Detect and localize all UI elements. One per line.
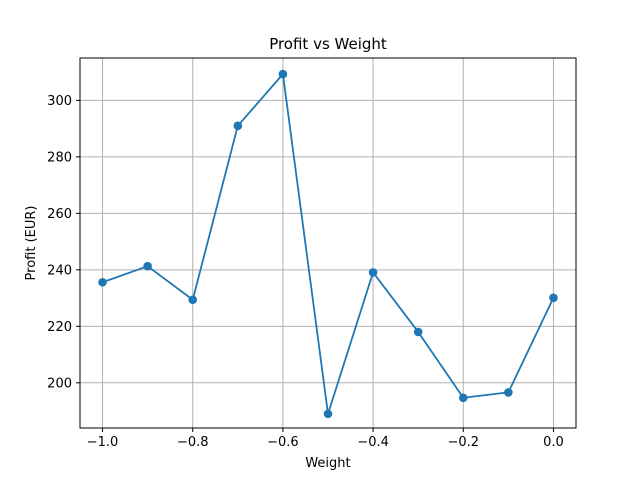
data-point [278, 69, 288, 79]
x-tick-label: −0.6 [267, 435, 299, 450]
data-point [188, 295, 198, 305]
y-tick-label: 280 [47, 150, 72, 165]
grid [80, 58, 576, 428]
x-tick-label: −0.8 [177, 435, 209, 450]
y-tick-label: 200 [47, 376, 72, 391]
x-tick-label: −0.2 [447, 435, 479, 450]
y-tick-label: 240 [47, 263, 72, 278]
series-layer [98, 69, 558, 419]
data-point [233, 121, 243, 131]
y-tick-label: 220 [47, 320, 72, 335]
y-tick-label: 260 [47, 207, 72, 222]
data-point [98, 277, 107, 287]
y-ticks: 200 220 240 260 280 300 [47, 94, 80, 391]
data-point [143, 261, 152, 271]
x-tick-label: 0.0 [543, 435, 564, 450]
chart-title: Profit vs Weight [269, 35, 387, 53]
data-point [458, 393, 468, 403]
x-tick-label: −0.4 [357, 435, 389, 450]
data-point [323, 409, 333, 419]
plot-frame [79, 57, 577, 429]
y-axis-title: Profit (EUR) [24, 206, 39, 281]
x-axis-title: Weight [305, 456, 350, 471]
data-point [549, 293, 558, 303]
data-point [413, 327, 423, 337]
x-tick-label: −1.0 [87, 435, 119, 450]
data-point [368, 268, 378, 277]
y-tick-label: 300 [47, 94, 72, 109]
x-ticks: −1.0 −0.8 −0.6 −0.4 −0.2 0.0 [87, 428, 564, 450]
data-point [504, 388, 513, 397]
